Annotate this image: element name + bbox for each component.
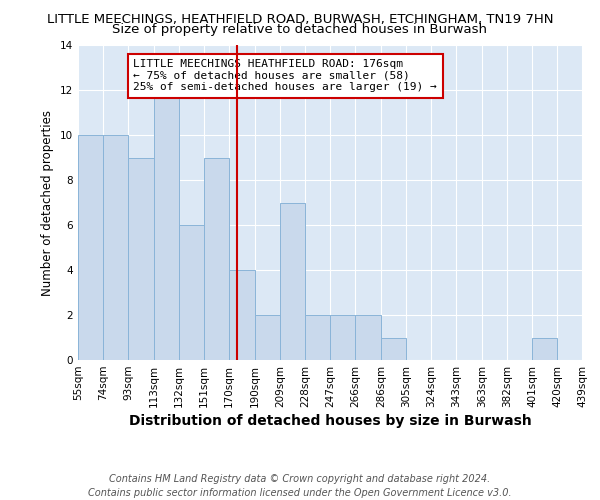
- Bar: [103, 135, 128, 360]
- Bar: [78, 135, 103, 360]
- Bar: [532, 338, 557, 360]
- X-axis label: Distribution of detached houses by size in Burwash: Distribution of detached houses by size …: [128, 414, 532, 428]
- Bar: [280, 202, 305, 360]
- Bar: [381, 338, 406, 360]
- Text: LITTLE MEECHINGS HEATHFIELD ROAD: 176sqm
← 75% of detached houses are smaller (5: LITTLE MEECHINGS HEATHFIELD ROAD: 176sqm…: [133, 59, 437, 92]
- Bar: [355, 315, 381, 360]
- Bar: [204, 158, 229, 360]
- Bar: [128, 158, 154, 360]
- Y-axis label: Number of detached properties: Number of detached properties: [41, 110, 55, 296]
- Bar: [154, 90, 179, 360]
- Bar: [179, 225, 204, 360]
- Text: Size of property relative to detached houses in Burwash: Size of property relative to detached ho…: [113, 22, 487, 36]
- Bar: [255, 315, 280, 360]
- Text: LITTLE MEECHINGS, HEATHFIELD ROAD, BURWASH, ETCHINGHAM, TN19 7HN: LITTLE MEECHINGS, HEATHFIELD ROAD, BURWA…: [47, 12, 553, 26]
- Text: Contains HM Land Registry data © Crown copyright and database right 2024.
Contai: Contains HM Land Registry data © Crown c…: [88, 474, 512, 498]
- Bar: [305, 315, 330, 360]
- Bar: [229, 270, 255, 360]
- Bar: [330, 315, 355, 360]
